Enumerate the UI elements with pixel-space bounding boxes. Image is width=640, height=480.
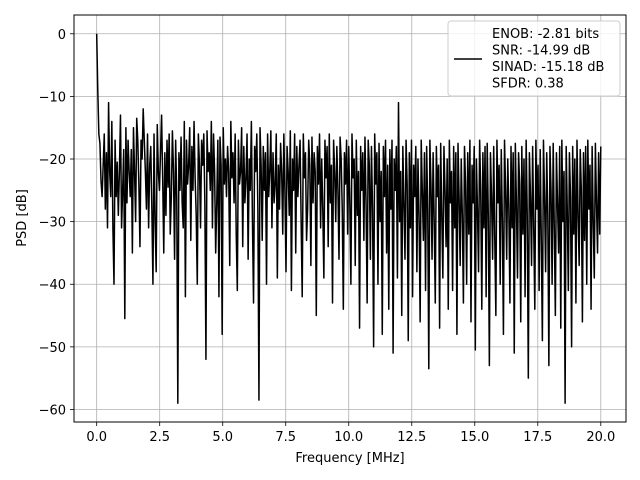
y-tick-label: −30	[39, 216, 66, 231]
legend-entry-line: SINAD: -15.18 dB	[492, 60, 604, 75]
data-layer	[95, 33, 602, 404]
psd-series-line	[95, 33, 602, 404]
x-axis-label: Frequency [MHz]	[295, 451, 404, 466]
x-tick-label: 12.5	[397, 430, 426, 445]
y-tick-label: −20	[39, 153, 66, 168]
y-tick-label: 0	[58, 28, 66, 43]
legend-entry-line: SFDR: 0.38	[492, 77, 564, 92]
y-tick-label: −60	[39, 403, 66, 418]
plot-frame	[73, 14, 627, 423]
x-tick-label: 17.5	[523, 430, 552, 445]
ticks: 0.0 2.5 5.0 7.5 10.0 12.5 15.0 17.5 20.0 0 −10 −20 −…	[39, 28, 616, 445]
y-axis-label: PSD [dB]	[15, 189, 30, 247]
x-tick-label: 0.0	[86, 430, 107, 445]
x-tick-label: 15.0	[460, 430, 489, 445]
x-tick-label: 20.0	[586, 430, 615, 445]
x-tick-label: 2.5	[149, 430, 170, 445]
legend-entry-line: ENOB: -2.81 bits	[492, 27, 599, 42]
legend-entry-line: SNR: -14.99 dB	[492, 44, 590, 59]
x-tick-label: 10.0	[334, 430, 363, 445]
legend-entry-label: ENOB: -2.81 bits SNR: -14.99 dB SINAD: -15…	[492, 27, 604, 92]
x-tick-label: 7.5	[275, 430, 296, 445]
y-tick-label: −40	[39, 278, 66, 293]
legend-box	[447, 20, 621, 97]
x-tick-label: 5.0	[212, 430, 233, 445]
y-tick-label: −50	[39, 341, 66, 356]
y-tick-label: −10	[39, 90, 66, 105]
legend: ENOB: -2.81 bits SNR: -14.99 dB SINAD: -15…	[447, 20, 621, 97]
